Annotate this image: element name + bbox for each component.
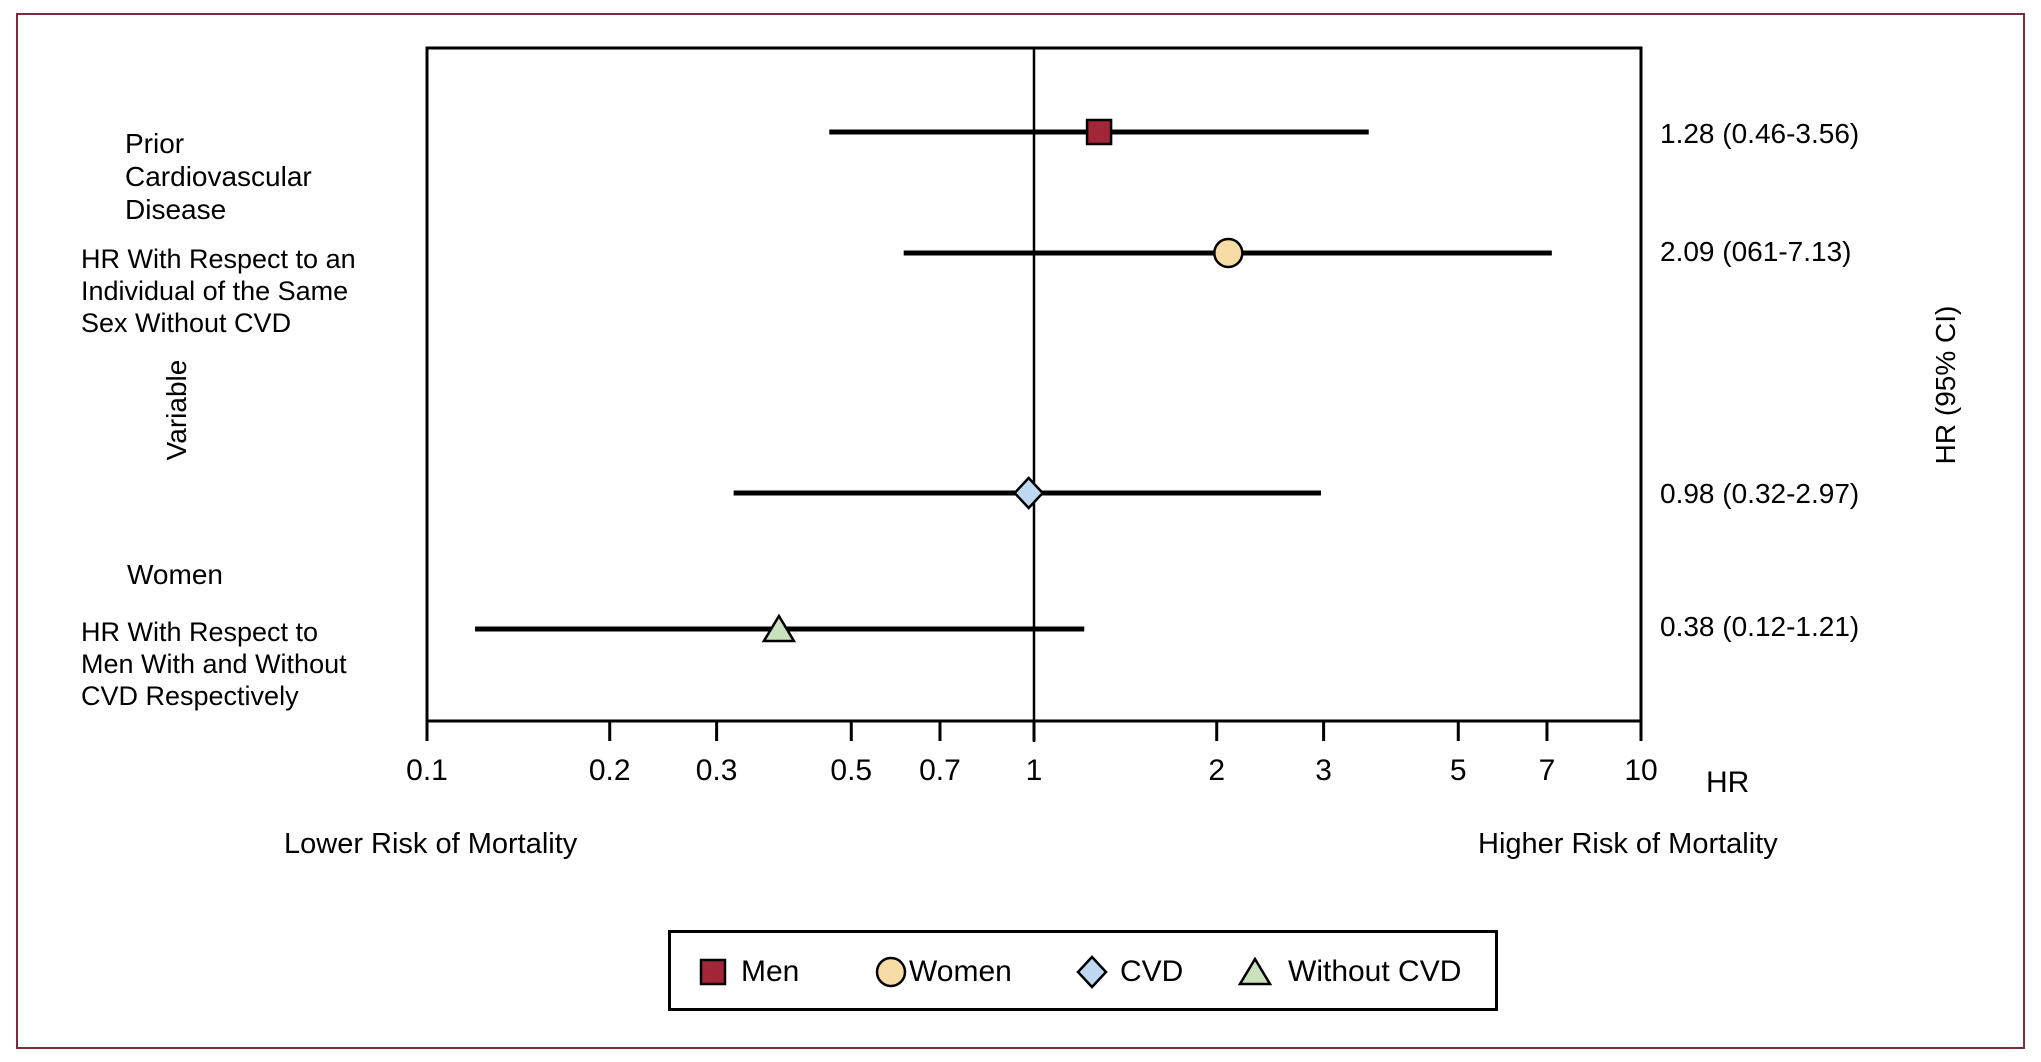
legend-label-without-cvd: Without CVD: [1288, 955, 1462, 988]
lower-risk-caption: Lower Risk of Mortality: [284, 828, 578, 860]
x-axis-tick-label: 5: [1450, 754, 1467, 787]
right-column-header: HR (95% CI): [1930, 305, 1961, 465]
legend-label-women: Women: [909, 955, 1012, 988]
square-glyph: [699, 958, 727, 986]
triangle-glyph: [1237, 956, 1273, 986]
x-axis-tick-label: 0.3: [696, 754, 738, 787]
circle-glyph: [875, 956, 907, 988]
legend-label-cvd: CVD: [1120, 955, 1184, 988]
x-axis-title: HR: [1706, 766, 1750, 799]
diamond-glyph: [1076, 955, 1108, 989]
row-value-women: 2.09 (061-7.13): [1660, 236, 1852, 267]
legend-item-without-cvd: Without CVD: [1237, 954, 1461, 990]
group2-title: Women: [127, 559, 223, 590]
figure-border: [16, 13, 2025, 1049]
circle-marker-icon: [875, 956, 907, 988]
group2-subtitle: HR With Respect to Men With and Without …: [81, 617, 347, 711]
row-value-cvd: 0.98 (0.32-2.97): [1660, 478, 1860, 509]
group1-title: Prior Cardiovascular Disease: [125, 128, 312, 225]
higher-risk-caption: Higher Risk of Mortality: [1478, 828, 1778, 860]
x-axis-tick-label: 1: [1026, 754, 1043, 787]
circle-marker-women: [1213, 237, 1244, 269]
square-marker-icon: [699, 958, 727, 986]
square-marker-men: [1085, 118, 1113, 146]
diamond-marker-icon: [1076, 955, 1108, 989]
row-value-without-cvd: 0.38 (0.12-1.21): [1660, 611, 1860, 642]
x-axis-tick-label: 2: [1208, 754, 1225, 787]
x-axis-tick-label: 7: [1539, 754, 1556, 787]
x-axis-tick-label: 0.1: [406, 754, 448, 787]
diamond-marker-cvd: [1012, 476, 1045, 510]
x-axis-tick-label: 3: [1315, 754, 1332, 787]
x-axis-tick-label: 10: [1624, 754, 1657, 787]
x-axis-tick-label: 0.7: [919, 754, 961, 787]
legend-label-men: Men: [741, 955, 800, 988]
row-value-men: 1.28 (0.46-3.56): [1660, 118, 1860, 149]
legend-item-men: Men: [695, 954, 799, 990]
legend: Men Women CVD Without CVD: [668, 930, 1498, 1011]
x-axis-tick-label: 0.2: [589, 754, 631, 787]
triangle-marker-icon: [1237, 956, 1273, 986]
triangle-marker-without-cvd: [761, 613, 797, 643]
legend-item-women: Women: [873, 954, 1012, 990]
group1-subtitle: HR With Respect to an Individual of the …: [81, 244, 356, 338]
x-axis-tick-label: 0.5: [830, 754, 872, 787]
legend-item-cvd: CVD: [1074, 954, 1183, 990]
